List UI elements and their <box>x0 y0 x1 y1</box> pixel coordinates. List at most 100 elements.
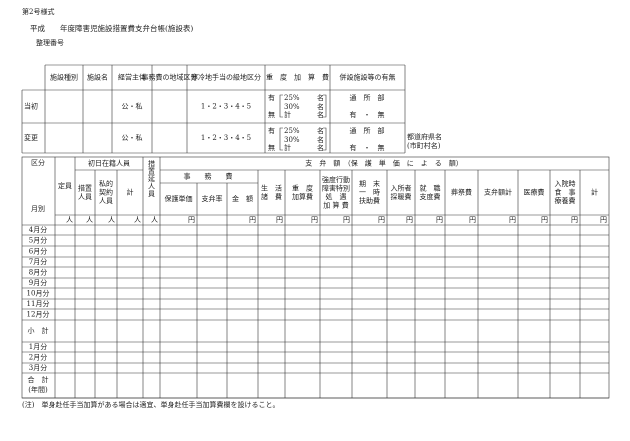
column-header: 保護単価 <box>165 194 193 203</box>
cell-text: 有 <box>268 126 275 135</box>
unit: 円 <box>249 216 256 224</box>
row-label: (年間) <box>28 385 48 394</box>
column-header: 医療費 <box>524 188 545 197</box>
unit: 人 <box>151 216 158 224</box>
summary-header: 事務費の地域区分 <box>142 73 198 82</box>
column-header: 人員 <box>99 197 113 205</box>
unit: 円 <box>541 216 548 224</box>
footnote: (注) 単身赴任手当加算がある場合は適宜、単身赴任手当加算費欄を設けること。 <box>22 400 279 409</box>
row-label: 4月分 <box>29 225 47 234</box>
cell-text: 通 所 部 <box>350 93 385 102</box>
column-header: 支弁率 <box>202 194 223 203</box>
group-header: 初日在籍人員 <box>88 159 130 168</box>
bracket <box>279 127 283 151</box>
column-header: 加算費 <box>292 192 313 201</box>
row-label: 当初 <box>24 102 38 111</box>
unit: 円 <box>509 216 516 224</box>
form-number: 第2号様式 <box>22 7 54 16</box>
unit: 人 <box>66 216 73 224</box>
cell-text: 30% <box>284 136 300 144</box>
column-header: 加 算 費 <box>323 200 348 209</box>
cell-text: 名 <box>317 102 324 111</box>
column-header: 契約 <box>99 188 113 197</box>
reference-label: 整理番号 <box>36 38 64 47</box>
row-label: 小 計 <box>28 326 49 335</box>
cell-text: 25% <box>284 94 300 102</box>
bracket <box>279 94 283 118</box>
unit: 円 <box>188 216 195 224</box>
unit: 円 <box>436 216 443 224</box>
form-title: 平成 年度障害児施設措置費支弁台帳(施設表) <box>30 23 193 33</box>
row-label: 1月分 <box>29 342 47 351</box>
column-header: 計 <box>127 188 134 197</box>
row-label: 5月分 <box>29 236 47 245</box>
row-label: 10月分 <box>27 289 50 298</box>
cold-grade: 1・2・3・4・5 <box>201 103 251 111</box>
unit: 円 <box>311 216 318 224</box>
column-header: 葬祭費 <box>451 188 472 197</box>
row-label: 6月分 <box>29 247 47 256</box>
cell-text: 25% <box>284 127 300 135</box>
column-header: 支度費 <box>420 192 441 201</box>
unit: 円 <box>343 216 350 224</box>
column-header: 重 度 <box>292 183 313 192</box>
column-header: 生 活 <box>261 183 282 192</box>
cell-text: 名 <box>317 93 324 102</box>
group-header: 事 務 費 <box>184 172 233 181</box>
group-header: 支 弁 額 （保 護 単 価 に よ る 額） <box>305 159 463 168</box>
column-header: 定員 <box>58 181 72 190</box>
cold-grade: 1・2・3・4・5 <box>201 134 251 142</box>
cell-text: 名 <box>317 135 324 144</box>
bracket <box>323 127 327 151</box>
row-label: 12月分 <box>27 310 50 319</box>
cell-text: 有 ・ 無 <box>350 143 385 152</box>
summary-header: 経営主体 <box>118 73 146 82</box>
unit: 円 <box>469 216 476 224</box>
cell-text: 計 <box>284 143 291 152</box>
summary-header: 寒冷地手当の級地区分 <box>191 73 261 82</box>
unit: 円 <box>378 216 385 224</box>
management: 公・私 <box>122 133 143 142</box>
cell-text: 計 <box>284 110 291 119</box>
corner: 月別 <box>31 204 45 213</box>
summary-header: 施設種別 <box>50 73 78 82</box>
management: 公・私 <box>122 102 143 111</box>
prefecture: 都道府県名 <box>407 132 442 141</box>
bracket <box>323 94 327 118</box>
column-header: 入所者 <box>391 183 412 192</box>
row-label: 3月分 <box>29 363 47 372</box>
unit: 人 <box>86 216 93 224</box>
column-header: 入院時 <box>555 179 576 188</box>
summary-header: 重 度 加 算 費 <box>266 73 329 82</box>
cell-text: 通 所 部 <box>350 126 385 135</box>
unit: 円 <box>571 216 578 224</box>
column-header: 措置 <box>78 183 92 192</box>
column-header: 人員 <box>78 193 92 201</box>
column-header: 支弁額計 <box>484 188 512 197</box>
cell-text: 名 <box>317 143 324 152</box>
column-header: 採暖費 <box>391 192 412 201</box>
row-label: 8月分 <box>29 268 47 277</box>
summary-header: 施設名 <box>87 73 108 82</box>
column-header: 療養費 <box>555 196 576 205</box>
column-header: 私的 <box>99 179 113 188</box>
column-header: 就 職 <box>420 183 441 192</box>
unit: 円 <box>276 216 283 224</box>
column-header: 措置延人員 <box>148 159 156 198</box>
corner: 区分 <box>31 158 45 167</box>
row-label: 変更 <box>24 133 38 142</box>
column-header: 計 <box>591 188 598 197</box>
cell-text: 無 <box>268 110 275 119</box>
summary-header: 併設施設等の有無 <box>340 73 396 82</box>
unit: 円 <box>406 216 413 224</box>
prefecture: (市町村名) <box>407 141 441 150</box>
cell-text: 名 <box>317 126 324 135</box>
column-header: 障害特別 <box>322 183 350 192</box>
column-header: 食 事 <box>555 188 576 197</box>
column-header: 扶助費 <box>359 196 380 205</box>
cell-text: 名 <box>317 110 324 119</box>
cell-text: 無 <box>268 143 275 152</box>
row-label: 合 計 <box>28 375 49 384</box>
column-header: 諸 費 <box>261 192 282 201</box>
unit: 人 <box>134 216 141 224</box>
